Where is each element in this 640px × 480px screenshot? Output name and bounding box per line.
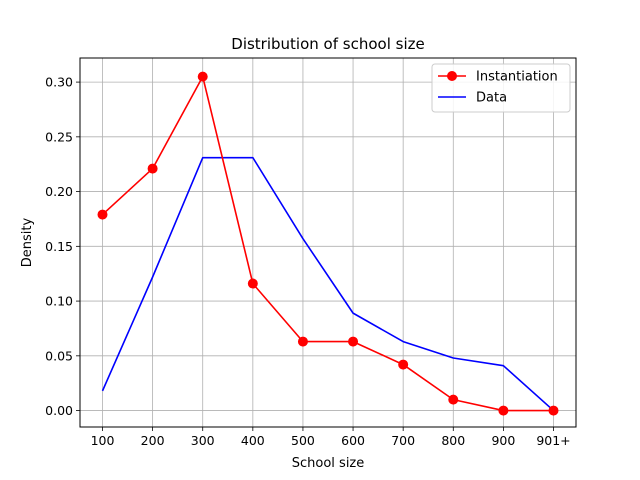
- series-line-instantiation: [101, 75, 554, 412]
- x-tick-label: 300: [191, 433, 215, 448]
- y-tick-label: 0.25: [45, 129, 73, 144]
- x-tick-label: 200: [141, 433, 165, 448]
- y-tick-label: 0.30: [45, 75, 73, 90]
- data-point-instantiation: [297, 336, 308, 347]
- series-layer: [97, 71, 559, 416]
- data-point-instantiation: [197, 71, 208, 82]
- x-tick-label: 500: [291, 433, 315, 448]
- legend-label-instantiation: Instantiation: [476, 70, 558, 85]
- data-point-instantiation: [398, 359, 409, 370]
- x-tick-label: 600: [341, 433, 365, 448]
- data-point-instantiation: [448, 394, 459, 405]
- legend-box: [431, 63, 571, 113]
- x-tick-label: 100: [91, 433, 115, 448]
- x-tick-label: 700: [391, 433, 415, 448]
- chart-title: Distribution of school size: [231, 35, 424, 53]
- y-axis-label: Density: [20, 217, 35, 267]
- data-point-instantiation: [97, 209, 108, 220]
- grid: [80, 58, 576, 427]
- y-tick-label: 0.05: [45, 348, 73, 363]
- y-tick-label: 0.20: [45, 184, 73, 199]
- legend-marker-instantiation: [447, 71, 457, 81]
- data-point-instantiation: [147, 163, 158, 174]
- x-axis-label: School size: [292, 456, 365, 471]
- x-tick-label: 901+: [536, 433, 570, 448]
- y-tick-label: 0.00: [45, 403, 73, 418]
- axis-ticks: 100 200 300 400 500 600 700 800 900 901+ 0.00 0.05 0…: [45, 75, 571, 448]
- legend: Instantiation Data: [431, 63, 571, 113]
- plot-frame: [79, 57, 577, 428]
- data-point-instantiation: [548, 405, 559, 416]
- series-line-data: [101, 156, 555, 412]
- y-tick-label: 0.10: [45, 294, 73, 309]
- x-tick-label: 800: [441, 433, 465, 448]
- legend-label-data: Data: [476, 91, 507, 106]
- x-tick-label: 900: [491, 433, 515, 448]
- x-tick-label: 400: [241, 433, 265, 448]
- y-tick-label: 0.15: [45, 239, 73, 254]
- data-point-instantiation: [247, 278, 258, 289]
- data-point-instantiation: [348, 336, 359, 347]
- data-point-instantiation: [498, 405, 509, 416]
